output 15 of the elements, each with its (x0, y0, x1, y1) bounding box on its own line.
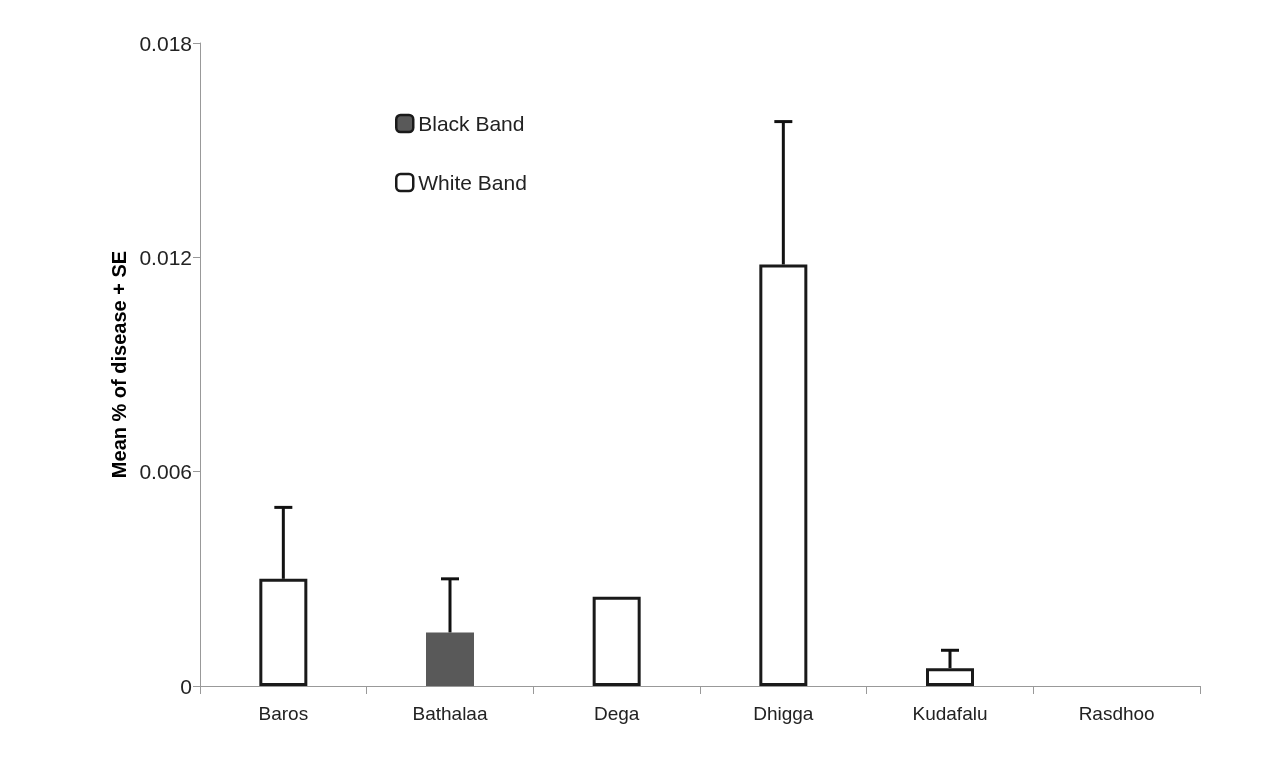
x-tick-label: Dega (593, 703, 640, 724)
x-tick-label: Dhigga (753, 703, 814, 724)
x-tick-label: Bathalaa (412, 703, 488, 724)
y-tick-label: 0 (180, 674, 192, 698)
y-tick-label: 0.018 (139, 31, 192, 55)
bar (426, 632, 474, 686)
y-tick-label: 0.012 (139, 245, 192, 269)
legend-label: White Band (418, 171, 527, 194)
y-tick-label: 0.006 (139, 460, 192, 484)
x-tick-label: Baros (258, 703, 309, 724)
bar (592, 596, 641, 686)
legend-label: Black Band (418, 112, 525, 135)
y-axis-title: Mean % of disease + SE (107, 250, 130, 479)
x-tick-label: Kudafalu (912, 703, 988, 724)
x-tick-label: Rasdhoo (1078, 703, 1155, 724)
